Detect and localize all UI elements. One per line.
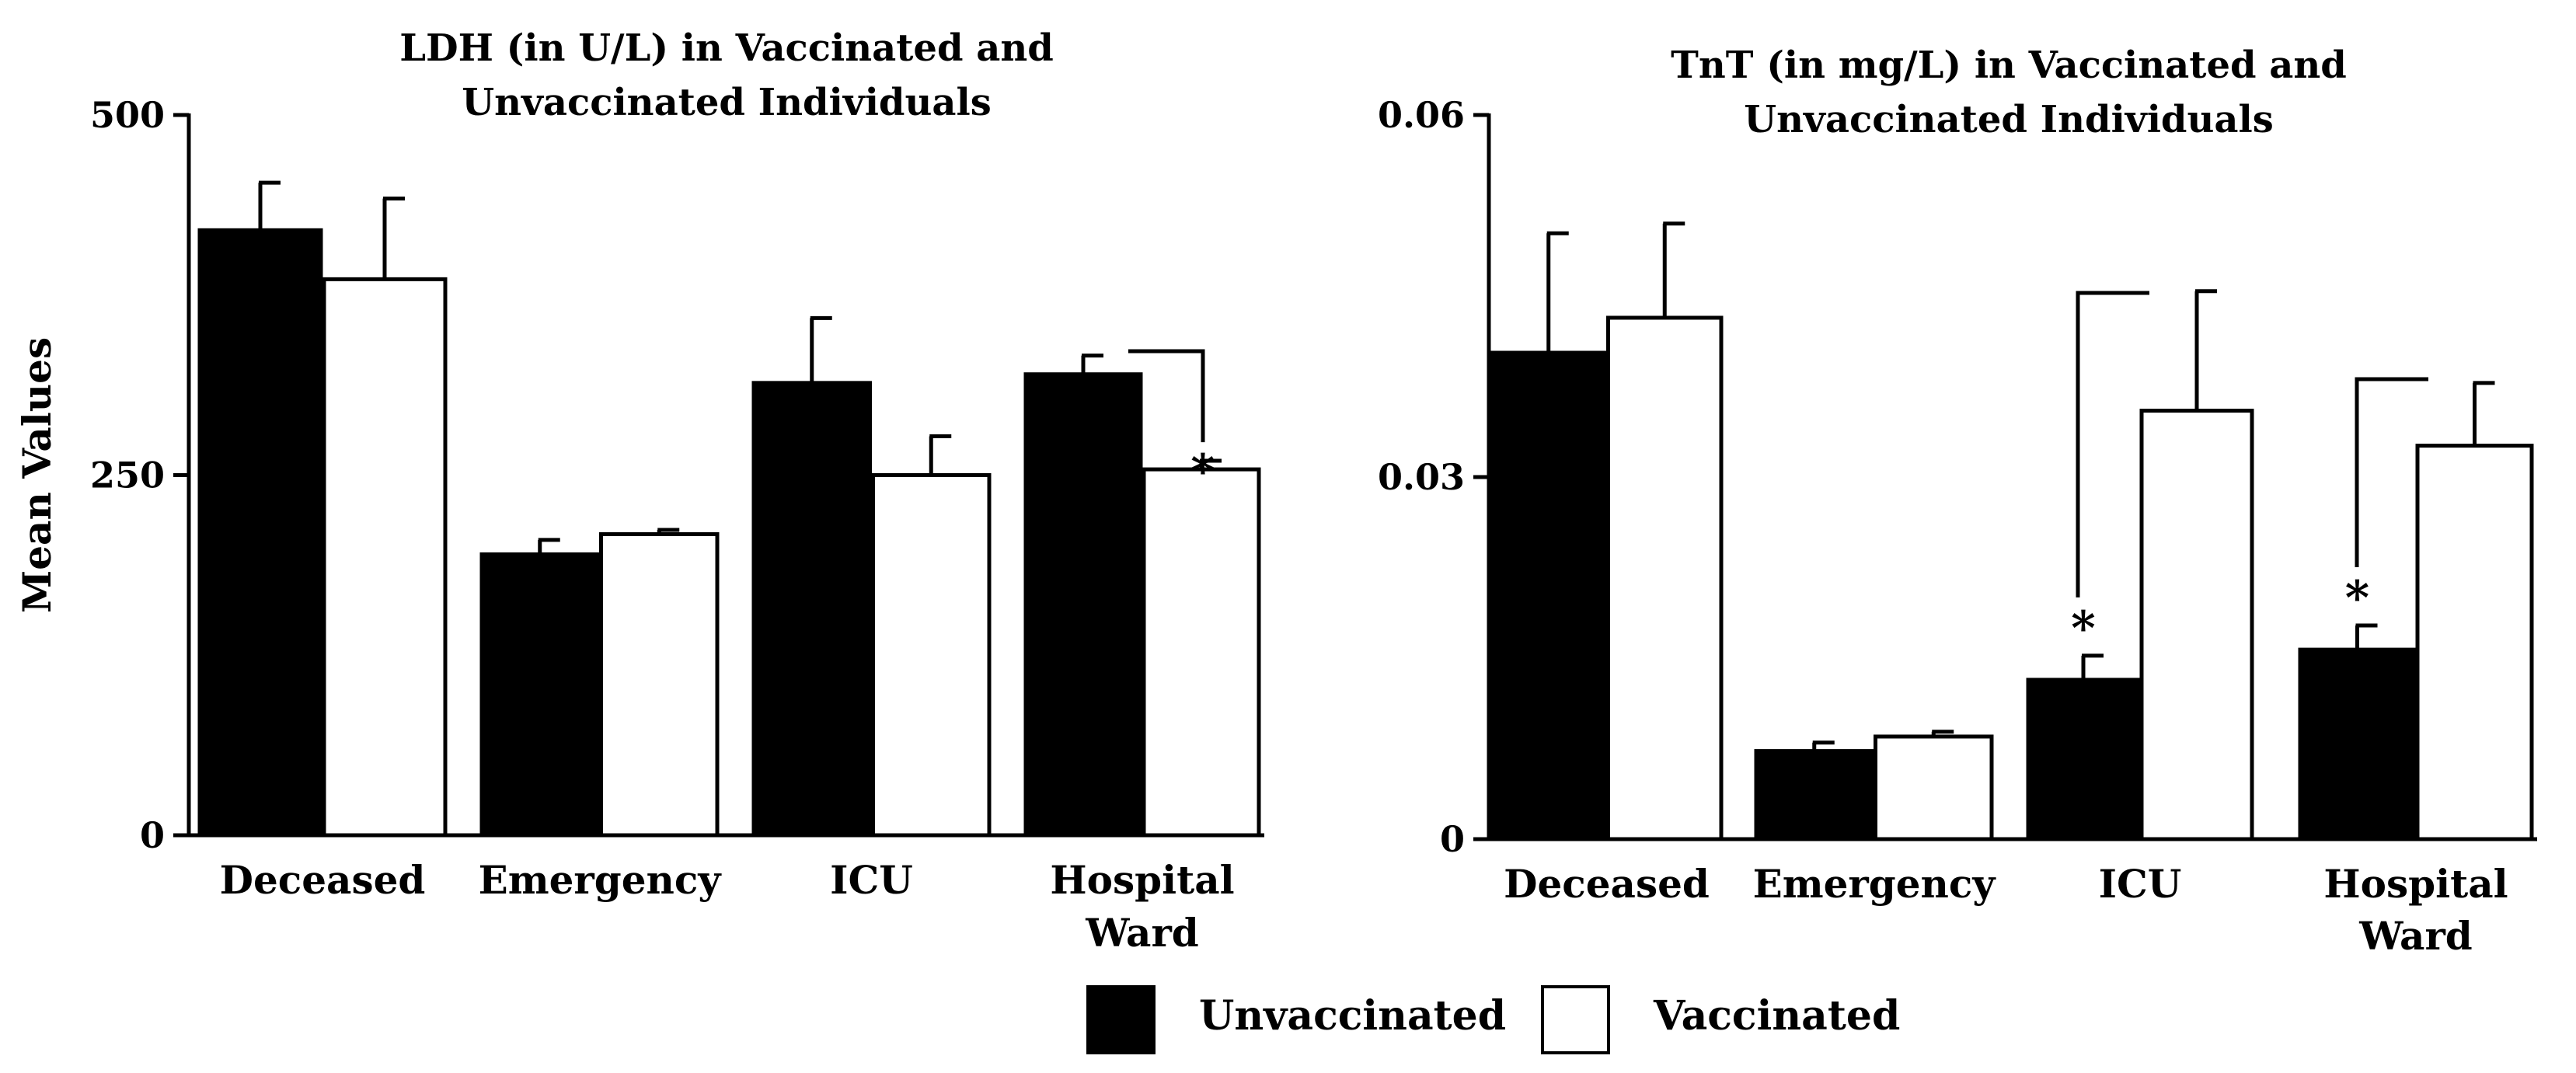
bar-unvaccinated xyxy=(1023,372,1143,838)
y-tick-label: 0 xyxy=(1440,818,1465,860)
bar-unvaccinated xyxy=(1754,749,1874,841)
legend-swatch-unvaccinated xyxy=(1086,985,1156,1054)
bar-unvaccinated xyxy=(479,552,600,838)
chart-tnt: TnT (in mg/L) in Vaccinated and Unvaccina… xyxy=(1378,44,2537,959)
bar-vaccinated xyxy=(599,532,720,838)
chart-title-line: Unvaccinated Individuals xyxy=(1744,98,2274,141)
y-tick-label: 0 xyxy=(140,814,165,856)
legend-label-vaccinated: Vaccinated xyxy=(1653,992,1900,1040)
y-axis-label: Mean Values xyxy=(14,337,60,613)
chart-ldh: LDH (in U/L) in Vaccinated and Unvaccinat… xyxy=(14,26,1264,956)
bar-vaccinated xyxy=(1874,734,1994,841)
bar-vaccinated xyxy=(871,473,992,838)
significance-bracket xyxy=(2355,377,2428,568)
significance-asterisk: * xyxy=(2345,571,2369,625)
x-category-label: Deceased xyxy=(220,857,426,903)
chart-title-line: Unvaccinated Individuals xyxy=(462,81,992,124)
y-tick-label: 0.06 xyxy=(1378,94,1465,136)
x-category-label: Hospital xyxy=(2323,861,2508,907)
significance-asterisk: * xyxy=(1190,444,1215,499)
x-category-label: Ward xyxy=(2358,913,2473,959)
bar-unvaccinated xyxy=(197,228,323,838)
x-category-label: ICU xyxy=(830,857,913,903)
legend: Unvaccinated Vaccinated xyxy=(1086,985,1900,1054)
x-category-label: Emergency xyxy=(479,857,723,903)
bar-vaccinated xyxy=(1142,467,1261,838)
legend-label-unvaccinated: Unvaccinated xyxy=(1199,992,1506,1040)
bar-vaccinated xyxy=(322,277,448,838)
bar-vaccinated xyxy=(2139,409,2254,841)
significance-asterisk: * xyxy=(2071,601,2095,656)
y-tick-label: 0.03 xyxy=(1378,456,1465,498)
bar-unvaccinated xyxy=(2298,647,2417,841)
bar-unvaccinated xyxy=(1490,350,1607,841)
legend-swatch-vaccinated xyxy=(1541,985,1610,1054)
bar-unvaccinated xyxy=(2026,678,2141,841)
y-tick-label: 500 xyxy=(90,94,165,136)
x-category-label: Deceased xyxy=(1504,861,1710,907)
significance-bracket xyxy=(1128,349,1205,443)
x-category-label: Hospital xyxy=(1050,857,1234,903)
significance-bracket xyxy=(2076,291,2149,597)
x-category-label: ICU xyxy=(2099,861,2182,907)
chart-title-line: TnT (in mg/L) in Vaccinated and xyxy=(1671,44,2347,87)
bar-unvaccinated xyxy=(751,381,872,838)
x-category-label: Emergency xyxy=(1753,861,1997,907)
y-tick-label: 250 xyxy=(90,455,165,496)
bar-vaccinated xyxy=(1606,315,1724,841)
x-category-label: Ward xyxy=(1085,910,1199,956)
bar-vaccinated xyxy=(2415,444,2534,841)
chart-title-line: LDH (in U/L) in Vaccinated and xyxy=(399,26,1054,70)
